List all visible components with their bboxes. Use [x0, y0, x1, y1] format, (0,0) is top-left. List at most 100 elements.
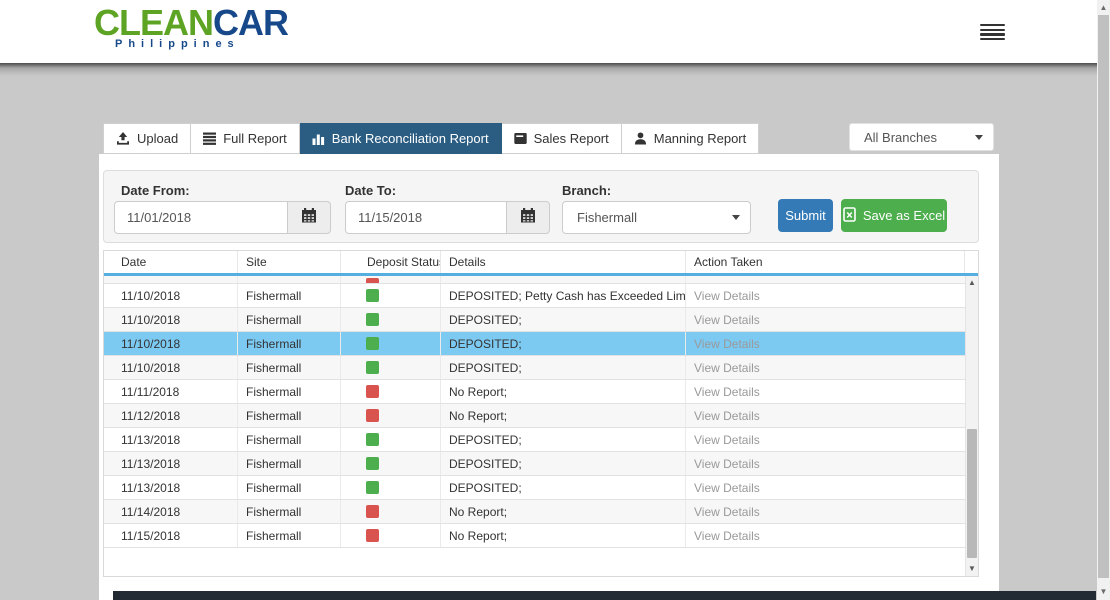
cell-date: 11/10/2018: [104, 356, 238, 379]
branches-dropdown[interactable]: All Branches: [849, 123, 994, 151]
menu-icon[interactable]: [980, 24, 1005, 40]
cell-action-taken: View Details: [686, 332, 965, 355]
cell-action-taken: View Details: [686, 356, 965, 379]
report-tabs: Upload Full Report Bank Reconciliation R…: [103, 123, 759, 154]
submit-button[interactable]: Submit: [778, 199, 833, 232]
view-details-link[interactable]: View Details: [694, 385, 760, 399]
scroll-up-arrow-icon[interactable]: ▲: [966, 277, 978, 289]
table-row[interactable]: 11/10/2018 Fishermall DEPOSITED; View De…: [104, 308, 965, 332]
view-details-link[interactable]: View Details: [694, 457, 760, 471]
column-header-details[interactable]: Details: [441, 251, 686, 273]
table-row[interactable]: 11/15/2018 Fishermall No Report; View De…: [104, 524, 965, 548]
table-row[interactable]: 11/13/2018 Fishermall DEPOSITED; View De…: [104, 428, 965, 452]
deposit-status-indicator: [366, 505, 379, 518]
footer-bar: [113, 591, 1096, 600]
table-scrollbar-thumb[interactable]: [967, 429, 977, 558]
cell-details: DEPOSITED;: [441, 332, 686, 355]
filter-panel: Date From: Date To: Branch: Fishermall S…: [103, 170, 979, 243]
cell-details: DEPOSITED;: [441, 476, 686, 499]
table-body: 11/10/2018 Fishermall DEPOSITED; Petty C…: [104, 276, 965, 548]
cell-date: 11/10/2018: [104, 308, 238, 331]
column-header-site[interactable]: Site: [238, 251, 341, 273]
table-row[interactable]: 11/11/2018 Fishermall No Report; View De…: [104, 380, 965, 404]
column-header-date[interactable]: Date: [104, 251, 238, 273]
view-details-link[interactable]: View Details: [694, 289, 760, 303]
table-row[interactable]: [104, 276, 965, 284]
table-row[interactable]: 11/13/2018 Fishermall DEPOSITED; View De…: [104, 452, 965, 476]
cell-date: 11/13/2018: [104, 452, 238, 475]
tab-manning-report[interactable]: Manning Report: [622, 123, 760, 154]
cell-deposit-status: [341, 284, 441, 307]
tab-upload[interactable]: Upload: [103, 123, 191, 154]
app-logo[interactable]: CLEANCAR Philippines: [94, 4, 288, 50]
date-from-group: [114, 201, 331, 234]
header-shadow: [0, 63, 1097, 76]
date-to-label: Date To:: [345, 183, 396, 198]
column-header-filler: [965, 251, 978, 273]
cell-details: DEPOSITED;: [441, 356, 686, 379]
cell-date: 11/13/2018: [104, 476, 238, 499]
cell-site: Fishermall: [238, 308, 341, 331]
cell-details: DEPOSITED;: [441, 452, 686, 475]
list-icon: [203, 132, 216, 145]
tab-sales-report[interactable]: Sales Report: [502, 123, 622, 154]
cell-date: 11/11/2018: [104, 380, 238, 403]
deposit-status-indicator: [366, 361, 379, 374]
cell-action-taken: View Details: [686, 428, 965, 451]
view-details-link[interactable]: View Details: [694, 313, 760, 327]
column-header-action-taken[interactable]: Action Taken: [686, 251, 965, 273]
deposit-status-indicator: [366, 313, 379, 326]
view-details-link[interactable]: View Details: [694, 361, 760, 375]
date-to-input[interactable]: [345, 201, 507, 234]
cell-site: Fishermall: [238, 284, 341, 307]
view-details-link[interactable]: View Details: [694, 529, 760, 543]
cell-action-taken: View Details: [686, 404, 965, 427]
view-details-link[interactable]: View Details: [694, 433, 760, 447]
deposit-status-indicator: [366, 433, 379, 446]
deposit-status-indicator: [366, 385, 379, 398]
column-header-deposit-status[interactable]: Deposit Status: [341, 251, 441, 273]
table-row[interactable]: 11/13/2018 Fishermall DEPOSITED; View De…: [104, 476, 965, 500]
tab-bank-reconciliation-report[interactable]: Bank Reconciliation Report: [300, 123, 502, 154]
reconciliation-table: Date Site Deposit Status Details Action …: [103, 250, 979, 577]
excel-file-icon: [843, 207, 856, 225]
table-row[interactable]: 11/10/2018 Fishermall DEPOSITED; View De…: [104, 356, 965, 380]
view-details-link[interactable]: View Details: [694, 337, 760, 351]
cell-site: Fishermall: [238, 380, 341, 403]
table-scrollbar[interactable]: ▲ ▼: [965, 276, 978, 576]
cell-site: Fishermall: [238, 524, 341, 547]
tab-full-report[interactable]: Full Report: [191, 123, 300, 154]
page-scrollbar-thumb[interactable]: [1098, 15, 1109, 578]
cell-details: No Report;: [441, 524, 686, 547]
page-scrollbar[interactable]: ▲ ▼: [1097, 0, 1110, 600]
date-to-calendar-button[interactable]: [507, 201, 550, 234]
branch-label: Branch:: [562, 183, 611, 198]
view-details-link[interactable]: View Details: [694, 409, 760, 423]
cell-site: Fishermall: [238, 404, 341, 427]
view-details-link[interactable]: View Details: [694, 481, 760, 495]
branch-select-value: Fishermall: [563, 210, 732, 225]
date-from-calendar-button[interactable]: [288, 201, 331, 234]
table-row[interactable]: 11/12/2018 Fishermall No Report; View De…: [104, 404, 965, 428]
cell-date: 11/14/2018: [104, 500, 238, 523]
deposit-status-indicator: [366, 457, 379, 470]
cell-action-taken: View Details: [686, 284, 965, 307]
chevron-down-icon: [975, 135, 983, 140]
save-excel-button[interactable]: Save as Excel: [841, 199, 947, 232]
logo-wordmark: CLEANCAR: [94, 4, 288, 42]
date-from-input[interactable]: [114, 201, 288, 234]
table-row[interactable]: 11/14/2018 Fishermall No Report; View De…: [104, 500, 965, 524]
page-scroll-up-icon[interactable]: ▲: [1097, 1, 1110, 14]
tab-label: Full Report: [223, 131, 287, 146]
view-details-link[interactable]: View Details: [694, 505, 760, 519]
cell-deposit-status: [341, 428, 441, 451]
branch-select[interactable]: Fishermall: [562, 201, 751, 234]
table-row[interactable]: 11/10/2018 Fishermall DEPOSITED; View De…: [104, 332, 965, 356]
cell-deposit-status: [341, 524, 441, 547]
table-row[interactable]: 11/10/2018 Fishermall DEPOSITED; Petty C…: [104, 284, 965, 308]
page-scroll-down-icon[interactable]: ▼: [1097, 585, 1110, 598]
scroll-down-arrow-icon[interactable]: ▼: [966, 563, 978, 575]
date-to-group: [345, 201, 550, 234]
calendar-icon: [301, 208, 317, 228]
deposit-status-indicator: [366, 409, 379, 422]
